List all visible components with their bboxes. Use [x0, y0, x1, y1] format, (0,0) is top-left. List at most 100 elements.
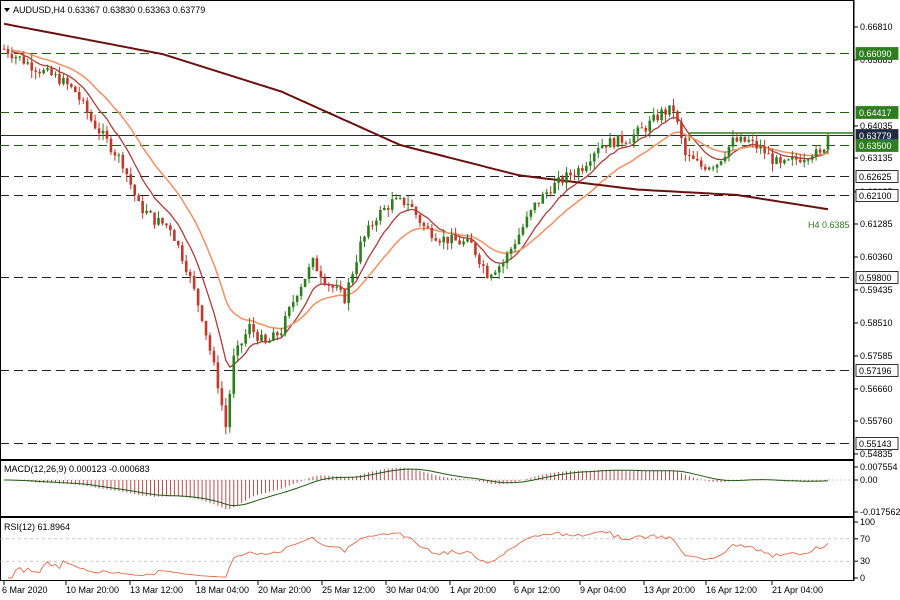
candle-body — [184, 260, 188, 272]
rsi-tick-label: 100 — [860, 517, 875, 527]
candle-body — [252, 324, 255, 332]
candle-body — [331, 285, 335, 288]
candle-body — [771, 153, 774, 164]
candle-body — [6, 48, 10, 55]
candle-body — [549, 192, 552, 194]
candle-body — [577, 168, 580, 176]
candle-body — [402, 197, 406, 206]
candle-body — [121, 154, 125, 169]
candle-body — [735, 137, 739, 142]
candle-body — [783, 159, 786, 164]
candle-body — [798, 159, 802, 163]
candle-body — [525, 216, 529, 228]
candle-body — [89, 112, 93, 121]
moving-averages — [3, 22, 829, 368]
rsi-label: RSI(12) 61.8964 — [4, 522, 70, 532]
candle-body — [493, 272, 497, 275]
candle-body — [220, 388, 224, 406]
candle-body — [228, 393, 232, 428]
candle-body — [410, 203, 414, 208]
candle-body — [715, 164, 719, 168]
candle-body — [505, 253, 509, 264]
time-tick-label: 9 Apr 04:00 — [580, 585, 626, 595]
level-price-label: 0.57196 — [859, 366, 892, 376]
candle-body — [640, 127, 644, 129]
price-tick-label: 0.64035 — [860, 121, 893, 131]
candle-body — [343, 289, 346, 304]
candle-body — [604, 145, 608, 148]
candle-body — [169, 225, 172, 231]
candle-body — [418, 214, 422, 223]
candle-body — [34, 70, 37, 72]
level-price-tag — [855, 364, 899, 377]
candle-body — [644, 127, 648, 132]
candle-body — [814, 149, 818, 157]
time-axis: 6 Mar 2020 10 Mar 20:00 13 Mar 12:00 18 Mar… — [2, 581, 823, 595]
candle-body — [2, 48, 6, 50]
candle-body — [105, 130, 109, 139]
candle-body — [335, 286, 339, 288]
candle-body — [810, 156, 814, 160]
candle-body — [775, 157, 778, 164]
candle-body — [478, 254, 481, 265]
dropdown-triangle-icon[interactable] — [4, 8, 10, 12]
candle-body — [509, 248, 513, 254]
candle-body — [486, 265, 489, 279]
candle-body — [375, 220, 378, 226]
candle-body — [462, 241, 465, 245]
level-price-tag — [855, 106, 899, 119]
h4-annotation: H4 0.6385 — [808, 220, 850, 230]
candle-body — [676, 111, 679, 122]
candle-body — [256, 331, 259, 341]
candle-body — [42, 69, 45, 74]
time-tick-label: 6 Apr 12:00 — [514, 585, 560, 595]
price-tick-label: 0.55760 — [860, 416, 893, 426]
candle-body — [125, 168, 129, 175]
candle-body — [422, 222, 426, 227]
candle-body — [117, 154, 121, 156]
candle-body — [371, 225, 374, 227]
candle-body — [660, 109, 663, 121]
candle-body — [363, 236, 366, 242]
candle-body — [787, 159, 790, 161]
candle-body — [791, 157, 794, 160]
candle-body — [466, 238, 469, 242]
candle-body — [145, 210, 148, 214]
candle-body — [592, 153, 596, 162]
level-price-tag — [855, 437, 899, 450]
candle-body — [723, 156, 727, 162]
candle-body — [684, 137, 687, 156]
candle-body — [537, 202, 541, 204]
price-tick-label: 0.66810 — [860, 22, 893, 32]
candle-body — [50, 68, 53, 75]
candle-body — [664, 109, 667, 115]
candle-body — [291, 301, 295, 308]
candle-body — [624, 142, 628, 144]
candle-body — [153, 212, 156, 225]
candle-body — [14, 56, 18, 59]
candle-body — [54, 74, 57, 76]
price-tick-label: 0.61285 — [860, 219, 893, 229]
candle-body — [632, 134, 636, 143]
level-price-label: 0.55143 — [859, 439, 892, 449]
candle-body — [557, 177, 560, 183]
candle-body — [74, 86, 77, 93]
time-tick-label: 18 Mar 04:00 — [196, 585, 249, 595]
candle-body — [454, 234, 457, 241]
candlesticks — [2, 44, 830, 435]
rsi-tick-label: 30 — [860, 556, 870, 566]
time-tick-label: 21 Apr 04:00 — [772, 585, 823, 595]
candle-body — [149, 210, 152, 213]
candle-body — [699, 160, 703, 167]
candle-body — [272, 332, 275, 341]
candle-body — [161, 217, 164, 224]
candle-body — [747, 139, 751, 142]
candle-body — [287, 307, 291, 316]
level-price-label: 0.63779 — [859, 131, 892, 141]
time-tick-label: 6 Mar 2020 — [2, 585, 48, 595]
level-price-label: 0.66090 — [859, 49, 892, 59]
candle-body — [268, 340, 271, 343]
candle-body — [204, 320, 208, 336]
candle-body — [307, 267, 311, 279]
